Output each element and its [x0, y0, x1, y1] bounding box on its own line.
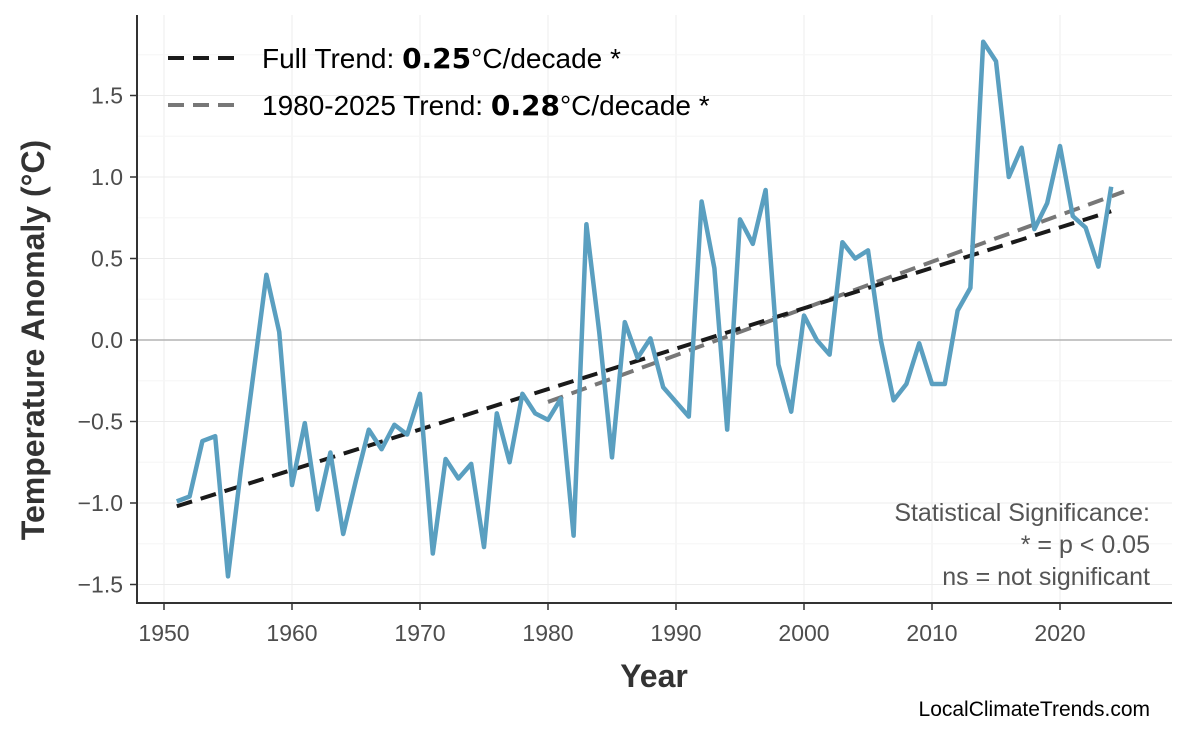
x-tick-label: 1970	[394, 620, 445, 646]
legend: Full Trend: 0.25°C/decade *1980-2025 Tre…	[168, 42, 710, 122]
legend-trend-rate: 0.28	[491, 89, 560, 122]
y-axis-label: Temperature Anomaly (°C)	[15, 140, 51, 540]
x-tick-label: 1990	[650, 620, 701, 646]
y-tick-label: 1.0	[91, 164, 123, 190]
temperature-anomaly-line	[175, 39, 1114, 579]
x-tick-label: 2020	[1034, 620, 1085, 646]
significance-line: ns = not significant	[942, 563, 1150, 591]
legend-label-suffix: °C/decade *	[471, 43, 621, 74]
x-tick-label: 1960	[266, 620, 317, 646]
legend-trend-rate: 0.25	[402, 42, 471, 75]
x-ticks: 1950 1960 1970 1980 1990 2000 2010 2020	[138, 603, 1086, 646]
y-tick-label: −1.5	[78, 572, 123, 598]
trend-lines	[176, 189, 1125, 509]
y-tick-label: −0.5	[78, 409, 123, 435]
y-tick-label: 1.5	[91, 83, 123, 109]
significance-line: * = p < 0.05	[1021, 531, 1150, 559]
x-axis-label: Year	[620, 658, 688, 694]
legend-label: Full Trend: 0.25°C/decade *	[262, 42, 621, 75]
source-credit: LocalClimateTrends.com	[919, 698, 1150, 721]
y-tick-label: −1.0	[78, 490, 123, 516]
y-tick-label: 0.0	[91, 327, 123, 353]
legend-label: 1980-2025 Trend: 0.28°C/decade *	[262, 89, 710, 122]
x-tick-label: 1980	[522, 620, 573, 646]
significance-line: Statistical Significance:	[894, 499, 1150, 527]
y-ticks: −1.5 −1.0 −0.5 0.0 0.5 1.0 1.5	[78, 83, 137, 598]
x-tick-label: 2000	[778, 620, 829, 646]
significance-note: Statistical Significance: * = p < 0.05 n…	[894, 499, 1150, 591]
x-tick-label: 2010	[906, 620, 957, 646]
legend-label-prefix: 1980-2025 Trend:	[262, 90, 491, 121]
legend-label-prefix: Full Trend:	[262, 43, 402, 74]
legend-label-suffix: °C/decade *	[560, 90, 710, 121]
axes	[136, 15, 1172, 604]
x-tick-label: 1950	[138, 620, 189, 646]
y-tick-label: 0.5	[91, 246, 123, 272]
data-series	[175, 39, 1114, 579]
